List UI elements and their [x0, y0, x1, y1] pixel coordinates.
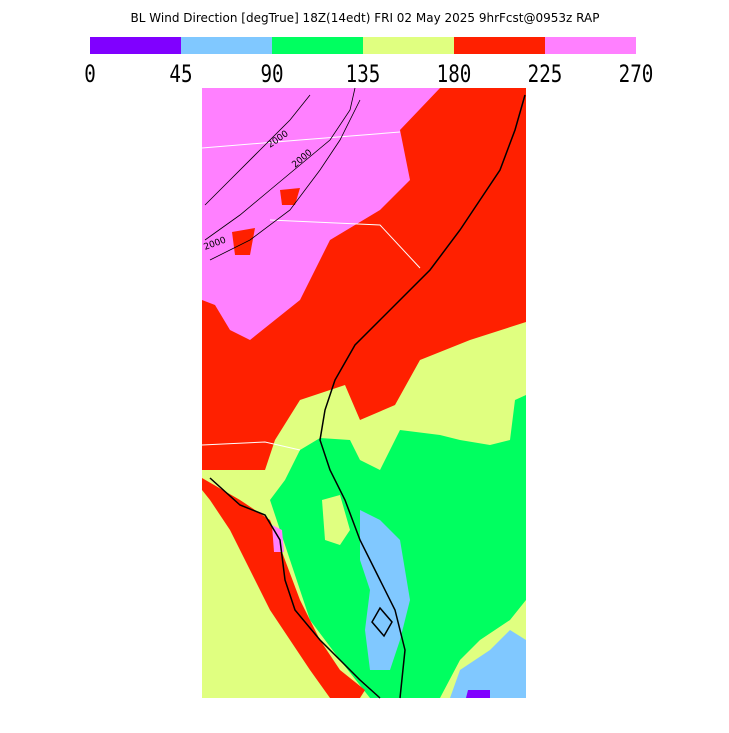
title: BL Wind Direction [degTrue] 18Z(14edt) F…	[131, 11, 600, 25]
colorbar-tick-label: 0	[84, 61, 96, 89]
colorbar-segment	[363, 37, 454, 54]
colorbar-ticks: 0 45 90 135 180 225 270	[84, 61, 653, 89]
colorbar-segment	[454, 37, 545, 54]
colorbar-segment	[90, 37, 181, 54]
colorbar-segment	[181, 37, 272, 54]
colorbar-tick-label: 270	[619, 61, 654, 89]
colorbar-tick-label: 90	[260, 61, 283, 89]
colorbar-tick-label: 225	[528, 61, 563, 89]
colorbar-tick-label: 135	[346, 61, 381, 89]
colorbar-segment	[545, 37, 636, 54]
colorbar-tick-label: 180	[437, 61, 472, 89]
colorbar-segment	[272, 37, 363, 54]
colorbar	[90, 37, 636, 54]
map: 2000 2000 2000	[201, 87, 526, 699]
colorbar-tick-label: 45	[169, 61, 192, 89]
